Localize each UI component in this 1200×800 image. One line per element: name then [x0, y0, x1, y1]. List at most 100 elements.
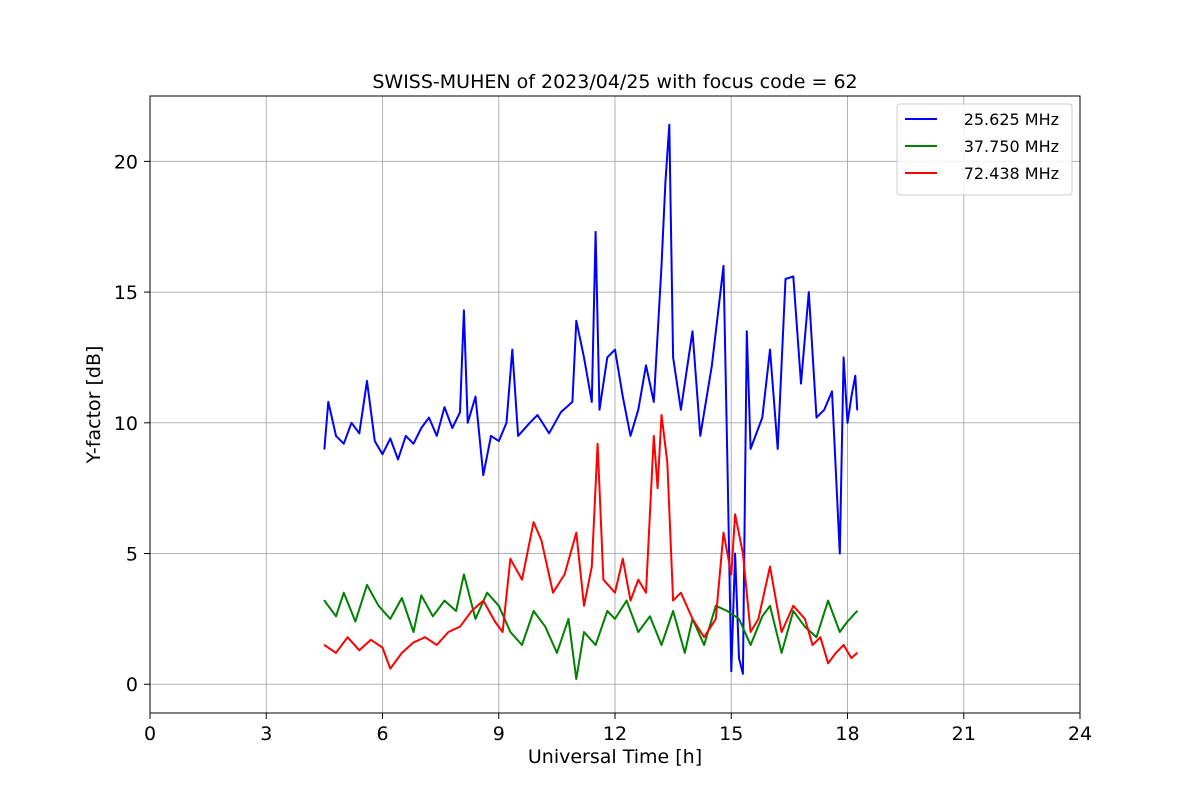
series-point-2 — [652, 435, 655, 437]
series-point-0 — [629, 435, 632, 437]
series-point-1 — [354, 620, 357, 623]
series-point-1 — [761, 615, 764, 618]
series-point-2 — [614, 591, 616, 594]
series-point-2 — [346, 636, 349, 638]
legend-label-0: 25.625 MHz — [964, 110, 1059, 129]
series-point-0 — [451, 427, 454, 429]
y-tick-label: 0 — [126, 674, 138, 696]
series-point-1 — [606, 610, 609, 612]
x-tick-label: 21 — [952, 723, 976, 745]
series-point-0 — [815, 416, 818, 419]
series-point-2 — [660, 414, 663, 416]
series-point-0 — [668, 123, 671, 126]
series-point-0 — [769, 348, 771, 351]
legend-box — [896, 103, 1073, 196]
series-point-1 — [856, 610, 858, 612]
series-point-1 — [672, 610, 674, 612]
series-point-2 — [494, 620, 496, 623]
series-point-0 — [660, 265, 663, 267]
series-point-2 — [792, 605, 795, 607]
series-point-1 — [815, 636, 818, 638]
series-point-0 — [621, 395, 624, 398]
series-point-0 — [342, 442, 345, 445]
series-point-0 — [831, 390, 833, 393]
series-point-1 — [637, 631, 640, 633]
legend-label-1: 37.750 MHz — [964, 137, 1059, 156]
series-point-2 — [742, 552, 744, 555]
series-point-2 — [435, 644, 438, 646]
series-point-0 — [490, 435, 492, 437]
x-tick-label: 12 — [603, 723, 627, 745]
series-point-0 — [850, 395, 853, 398]
series-point-2 — [691, 618, 694, 620]
series-point-2 — [323, 644, 326, 646]
series-point-2 — [459, 625, 461, 628]
y-tick-label: 20 — [114, 151, 138, 173]
series-point-2 — [509, 557, 512, 560]
series-point-1 — [463, 573, 465, 576]
series-point-0 — [854, 374, 857, 377]
series-point-2 — [602, 578, 605, 581]
series-point-2 — [370, 638, 372, 641]
series-point-2 — [730, 573, 733, 576]
series-point-2 — [521, 578, 523, 581]
series-point-0 — [517, 435, 519, 437]
series-point-1 — [443, 599, 446, 602]
series-point-1 — [401, 597, 403, 599]
series-point-0 — [381, 453, 384, 455]
y-tick-label: 5 — [126, 544, 138, 566]
series-point-0 — [726, 461, 729, 463]
series-point-2 — [666, 461, 669, 463]
series-point-2 — [811, 644, 814, 646]
series-point-0 — [598, 408, 601, 411]
series-point-1 — [377, 605, 380, 607]
series-point-2 — [552, 591, 554, 594]
series-point-2 — [389, 667, 392, 670]
series-point-1 — [567, 618, 570, 620]
series-point-0 — [404, 435, 407, 437]
series-point-1 — [594, 644, 597, 646]
series-point-0 — [761, 416, 764, 419]
series-point-1 — [366, 584, 368, 586]
series-point-2 — [596, 442, 599, 445]
series-point-1 — [544, 625, 547, 628]
series-point-0 — [559, 411, 562, 414]
series-line-1 — [323, 573, 858, 680]
series-point-0 — [583, 356, 585, 359]
series-point-0 — [606, 356, 609, 359]
series-point-1 — [486, 591, 488, 594]
series-point-2 — [769, 565, 771, 568]
series-point-0 — [652, 401, 655, 403]
series-point-0 — [373, 440, 376, 442]
series-point-0 — [734, 552, 736, 555]
series-point-0 — [800, 382, 802, 385]
series-point-0 — [856, 408, 858, 411]
series-point-0 — [614, 348, 616, 351]
series-point-1 — [660, 644, 663, 646]
series-point-1 — [497, 605, 500, 607]
series-point-0 — [838, 552, 841, 555]
series-group — [323, 123, 859, 680]
series-point-2 — [827, 662, 829, 665]
series-point-0 — [842, 356, 845, 359]
series-point-2 — [637, 578, 640, 581]
series-point-2 — [645, 591, 647, 594]
series-point-0 — [435, 435, 438, 437]
series-point-0 — [420, 427, 423, 429]
series-point-1 — [726, 610, 729, 612]
x-tick-label: 24 — [1068, 723, 1092, 745]
x-tick-label: 3 — [260, 723, 272, 745]
series-point-1 — [614, 618, 616, 620]
series-point-0 — [350, 422, 353, 424]
x-tick-label: 18 — [835, 723, 859, 745]
y-tick-label: 15 — [114, 282, 138, 304]
series-point-1 — [509, 631, 512, 633]
series-point-2 — [757, 618, 760, 620]
series-point-1 — [769, 605, 771, 607]
x-axis-label: Universal Time [h] — [528, 746, 702, 768]
series-point-0 — [323, 448, 326, 450]
legend: 25.625 MHz 37.750 MHz 72.438 MHz — [896, 103, 1073, 196]
x-tick-label: 6 — [376, 723, 388, 745]
series-point-2 — [381, 646, 384, 649]
